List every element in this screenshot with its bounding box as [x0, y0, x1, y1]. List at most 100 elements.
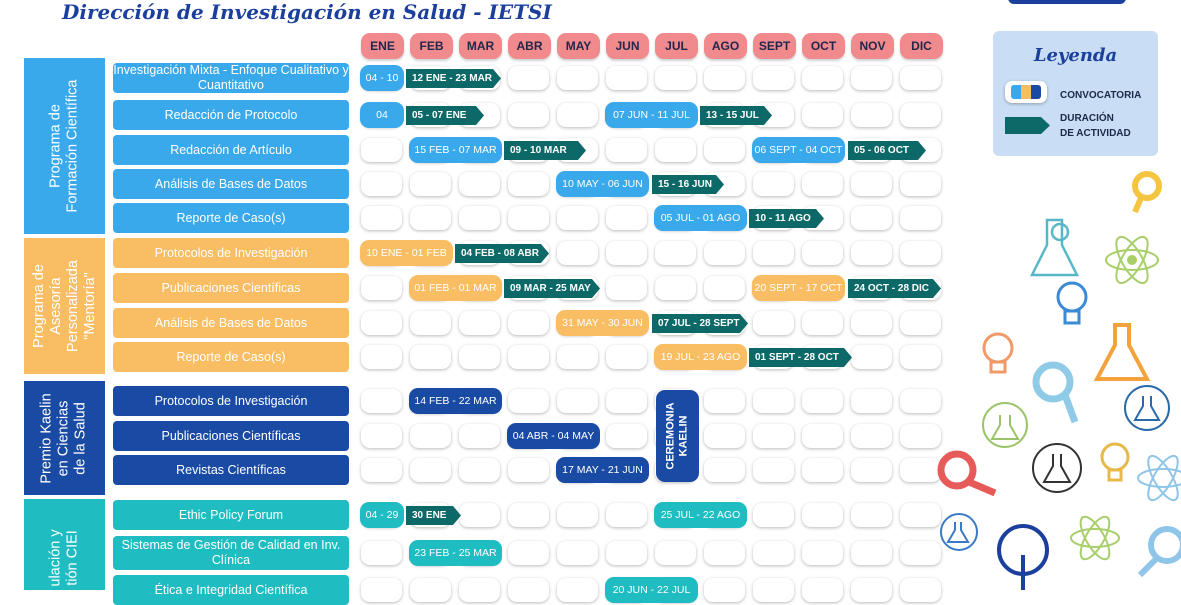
grid-cell: [802, 578, 843, 602]
grid-cell: [704, 241, 745, 265]
month-sept: SEPT: [753, 33, 796, 59]
lightbulb-large-icon: [997, 524, 1049, 590]
grid-cell: [753, 541, 794, 565]
grid-cell: [557, 206, 598, 230]
duracion-arrow: 13 - 15 JUL: [700, 106, 772, 125]
row-label: Protocolos de Investigación: [113, 386, 349, 416]
convocatoria-bar: 06 SEPT - 04 OCT: [752, 137, 845, 163]
grid-cell: [606, 424, 647, 448]
duracion-arrow: 15 - 16 JUN: [652, 175, 724, 194]
section-label: Premio Kaelin en Ciencias de la Salud: [39, 392, 90, 484]
grid-cell: [753, 503, 794, 527]
section-label: ulación y tión CIEI: [47, 528, 81, 587]
grid-cell: [557, 389, 598, 413]
grid-cell: [704, 276, 745, 300]
grid-cell: [802, 172, 843, 196]
grid-cell: [557, 241, 598, 265]
grid-cell: [851, 503, 892, 527]
grid-cell: [361, 206, 402, 230]
grid-cell: [851, 241, 892, 265]
grid-cell: [508, 458, 549, 482]
grid-cell: [704, 458, 745, 482]
grid-cell: [753, 389, 794, 413]
month-feb: FEB: [410, 33, 453, 59]
grid-cell: [410, 206, 451, 230]
grid-cell: [704, 389, 745, 413]
grid-cell: [606, 541, 647, 565]
month-may: MAY: [557, 33, 600, 59]
flask-circle-dark-icon: [1032, 443, 1082, 493]
grid-cell: [802, 389, 843, 413]
grid-cell: [508, 66, 549, 90]
atom-green-icon: [1070, 515, 1120, 561]
grid-cell: [361, 541, 402, 565]
grid-cell: [459, 503, 500, 527]
grid-cell: [459, 311, 500, 335]
grid-cell: [410, 578, 451, 602]
grid-cell: [851, 345, 892, 369]
duracion-arrow: 04 FEB - 08 ABR: [455, 244, 549, 263]
grid-cell: [361, 424, 402, 448]
row-label: Redacción de Protocolo: [113, 100, 349, 130]
grid-cell: [753, 311, 794, 335]
row-label: Revistas Científicas: [113, 455, 349, 485]
duracion-arrow: 30 ENE: [406, 506, 461, 525]
grid-cell: [361, 458, 402, 482]
convocatoria-bar: 10 MAY - 06 JUN: [556, 171, 649, 197]
page-title: Dirección de Investigación en Salud - IE…: [62, 0, 552, 24]
grid-cell: [851, 66, 892, 90]
grid-cell: [410, 345, 451, 369]
grid-cell: [557, 103, 598, 127]
grid-cell: [508, 103, 549, 127]
duracion-arrow-icon: [1005, 117, 1050, 134]
month-nov: NOV: [851, 33, 894, 59]
grid-cell: [900, 345, 941, 369]
section-mentoria: Programa de Asesoría Personalizada "Ment…: [24, 238, 105, 374]
magnifier-blue-icon: [1032, 361, 1079, 424]
grid-cell: [802, 311, 843, 335]
convocatoria-bar: 17 MAY - 21 JUN: [556, 457, 649, 483]
grid-cell: [900, 206, 941, 230]
month-mar: MAR: [459, 33, 502, 59]
grid-cell: [851, 172, 892, 196]
duracion-arrow: 12 ENE - 23 MAR: [406, 69, 501, 88]
grid-cell: [802, 66, 843, 90]
grid-cell: [900, 172, 941, 196]
row-label: Análisis de Bases de Datos: [113, 308, 349, 338]
month-ene: ENE: [361, 33, 404, 59]
duracion-arrow: 10 - 11 AGO: [749, 209, 824, 228]
grid-cell: [900, 66, 941, 90]
grid-cell: [508, 541, 549, 565]
row-label: Reporte de Caso(s): [113, 342, 349, 372]
grid-cell: [704, 138, 745, 162]
row-label: Ética e Integridad Científica: [113, 575, 349, 605]
grid-cell: [361, 138, 402, 162]
grid-cell: [361, 389, 402, 413]
grid-cell: [802, 103, 843, 127]
grid-cell: [459, 206, 500, 230]
grid-cell: [802, 541, 843, 565]
grid-cell: [900, 541, 941, 565]
grid-cell: [459, 578, 500, 602]
grid-cell: [606, 138, 647, 162]
grid-cell: [900, 389, 941, 413]
section-ciei: ulación y tión CIEI: [24, 499, 105, 590]
grid-cell: [704, 66, 745, 90]
grid-cell: [557, 541, 598, 565]
convocatoria-bar: 23 FEB - 25 MAR: [409, 540, 502, 566]
grid-cell: [851, 458, 892, 482]
duracion-arrow: 09 - 10 MAR: [504, 141, 586, 160]
grid-cell: [753, 66, 794, 90]
grid-cell: [900, 241, 941, 265]
row-label: Investigación Mixta - Enfoque Cualitativ…: [113, 63, 349, 93]
grid-cell: [557, 578, 598, 602]
grid-cell: [753, 578, 794, 602]
row-label: Publicaciones Científicas: [113, 273, 349, 303]
flask-orange-icon: [1093, 323, 1151, 381]
grid-cell: [802, 424, 843, 448]
grid-cell: [361, 578, 402, 602]
grid-cell: [851, 311, 892, 335]
grid-cell: [802, 241, 843, 265]
row-label: Redacción de Artículo: [113, 135, 349, 165]
grid-cell: [802, 458, 843, 482]
